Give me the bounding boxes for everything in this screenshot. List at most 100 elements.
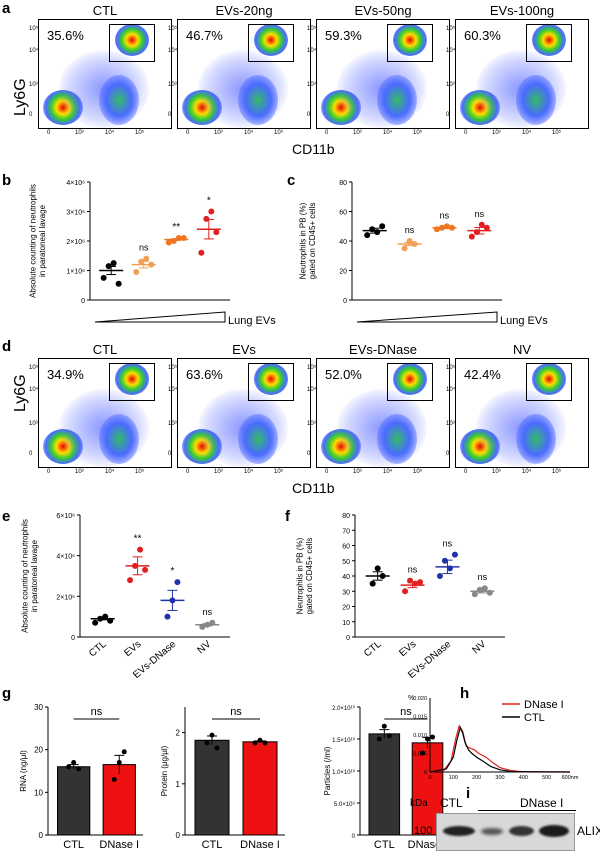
gate-box: [109, 24, 155, 62]
y-tick-label: 10⁴: [446, 48, 456, 54]
density-cluster: [377, 414, 417, 464]
y-tick-label: 1×10⁶: [66, 269, 85, 276]
y-tick-label: 10⁵: [168, 365, 178, 371]
y-axis-label: Protein (μg/μl): [160, 745, 169, 796]
blot-lane-bar: [478, 810, 576, 811]
data-point: [417, 579, 424, 586]
y-tick-label: 10⁵: [307, 365, 317, 371]
y-axis-label: %: [408, 695, 414, 702]
data-point: [213, 229, 220, 236]
data-point: [451, 551, 458, 558]
y-tick-label: 1.5×10¹⁰: [332, 737, 356, 744]
panel-label-i: i: [466, 785, 471, 802]
data-point: [369, 580, 376, 587]
flow-plot-title: EVs: [232, 342, 256, 357]
x-tick-label: CTL: [362, 639, 384, 660]
significance-label: ns: [139, 243, 149, 253]
gate-percentage: 60.3%: [464, 28, 501, 43]
x-tick-label: 10³: [75, 130, 84, 136]
gradient-wedge: [94, 311, 226, 323]
x-tick-label: 0: [464, 130, 468, 136]
x-tick-label: NV: [471, 639, 489, 657]
y-tick-label: 10³: [29, 421, 38, 427]
data-point: [165, 239, 172, 246]
data-point: [441, 557, 448, 564]
y-axis-label: RNA (ng/μl): [19, 750, 28, 792]
y-tick-label: 0: [307, 112, 311, 118]
y-tick-label: 0: [424, 770, 427, 776]
x-tick-label: DNase I: [240, 839, 280, 851]
density-cluster: [532, 363, 566, 395]
y-tick-label: 4×10⁶: [56, 554, 75, 561]
data-point: [214, 745, 220, 751]
data-point: [76, 766, 82, 772]
y-axis-label: Absolute counting of neutrophilsin parat…: [29, 184, 48, 298]
y-tick-label: 10³: [29, 82, 38, 88]
flow-d-xlabel: CD11b: [292, 480, 335, 496]
data-point: [483, 224, 490, 231]
data-point: [471, 591, 478, 598]
flow-plot-title: EVs-DNase: [349, 342, 417, 357]
significance-label: ns: [475, 209, 485, 219]
density-cluster: [115, 363, 149, 395]
gate-percentage: 52.0%: [325, 367, 362, 382]
x-tick-label: 10⁴: [383, 469, 393, 475]
chart-g2: 0 1 2 CTL DNase I ns Protein (μg/μl): [160, 706, 285, 851]
significance-label: *: [207, 196, 211, 207]
significance-label: ns: [405, 225, 415, 235]
density-cluster: [238, 414, 278, 464]
data-point: [374, 565, 381, 572]
y-tick-label: 0: [29, 112, 33, 118]
y-tick-label: 0: [39, 831, 44, 840]
y-tick-label: 10⁴: [29, 387, 39, 393]
significance-label: ns: [230, 706, 242, 718]
x-tick-label: EVs: [397, 639, 418, 659]
x-tick-label: CTL: [374, 839, 395, 851]
y-axis-label: Neutrophils in PB (%)gated on CD45+ cell…: [296, 537, 315, 614]
y-tick-label: 0: [307, 451, 311, 457]
flow-plot: CTL 35.6% 0 10³ 10⁴ 10⁵ 10⁵ 10⁴ 10³ 0: [29, 3, 172, 136]
gate-percentage: 35.6%: [47, 28, 84, 43]
data-point: [468, 233, 475, 240]
data-point: [111, 777, 117, 783]
x-tick-label: 10⁴: [244, 130, 254, 136]
x-tick-label: 100: [449, 775, 458, 781]
legend-label: DNase I: [524, 699, 564, 711]
y-tick-label: 80: [342, 513, 350, 520]
gate-box: [526, 363, 572, 401]
y-tick-label: 70: [342, 528, 350, 535]
x-tick-label: CTL: [63, 839, 84, 851]
flow-plot: EVs-50ng 59.3% 0 10³ 10⁴ 10⁵ 10⁵ 10⁴ 10³ 0: [307, 3, 450, 136]
data-point: [262, 740, 268, 746]
x-tick-label: 10⁵: [413, 130, 423, 136]
panel-label-a: a: [2, 0, 11, 17]
x-tick-label: 10³: [214, 469, 223, 475]
x-tick-label: 10⁴: [244, 469, 254, 475]
x-tick-label: 0: [47, 130, 51, 136]
flow-plot: EVs-100ng 60.3% 0 10³ 10⁴ 10⁵ 10⁵ 10⁴ 10³ 0: [446, 3, 589, 136]
panel-label-b: b: [2, 172, 12, 189]
blot-protein: ALIX: [577, 824, 600, 838]
y-tick-label: 1: [176, 780, 181, 789]
x-tick-label: EVs: [122, 639, 143, 659]
data-point: [478, 221, 485, 228]
y-tick-label: 2: [176, 729, 181, 738]
x-tick-label: DNase I: [99, 839, 139, 851]
x-tick-label: 10⁴: [383, 130, 393, 136]
x-tick-label: 10³: [353, 469, 362, 475]
significance-label: **: [172, 222, 180, 233]
data-point: [402, 588, 409, 595]
data-point: [208, 208, 215, 215]
x-tick-label: 300: [495, 775, 504, 781]
flow-plot: EVs 63.6% 0 10³ 10⁴ 10⁵ 10⁵ 10⁴ 10³ 0: [168, 342, 311, 475]
data-point: [252, 740, 258, 746]
density-cluster: [99, 75, 139, 125]
flow-plot-title: NV: [512, 342, 532, 357]
y-tick-label: 10⁵: [29, 26, 39, 32]
y-tick-label: 20: [342, 605, 350, 612]
gate-box: [248, 363, 294, 401]
x-tick-label: NV: [196, 639, 214, 657]
y-tick-label: 10⁴: [168, 387, 178, 393]
y-axis-label: Absolute counting of neutrophilsin parat…: [21, 519, 40, 633]
data-point: [209, 732, 215, 738]
